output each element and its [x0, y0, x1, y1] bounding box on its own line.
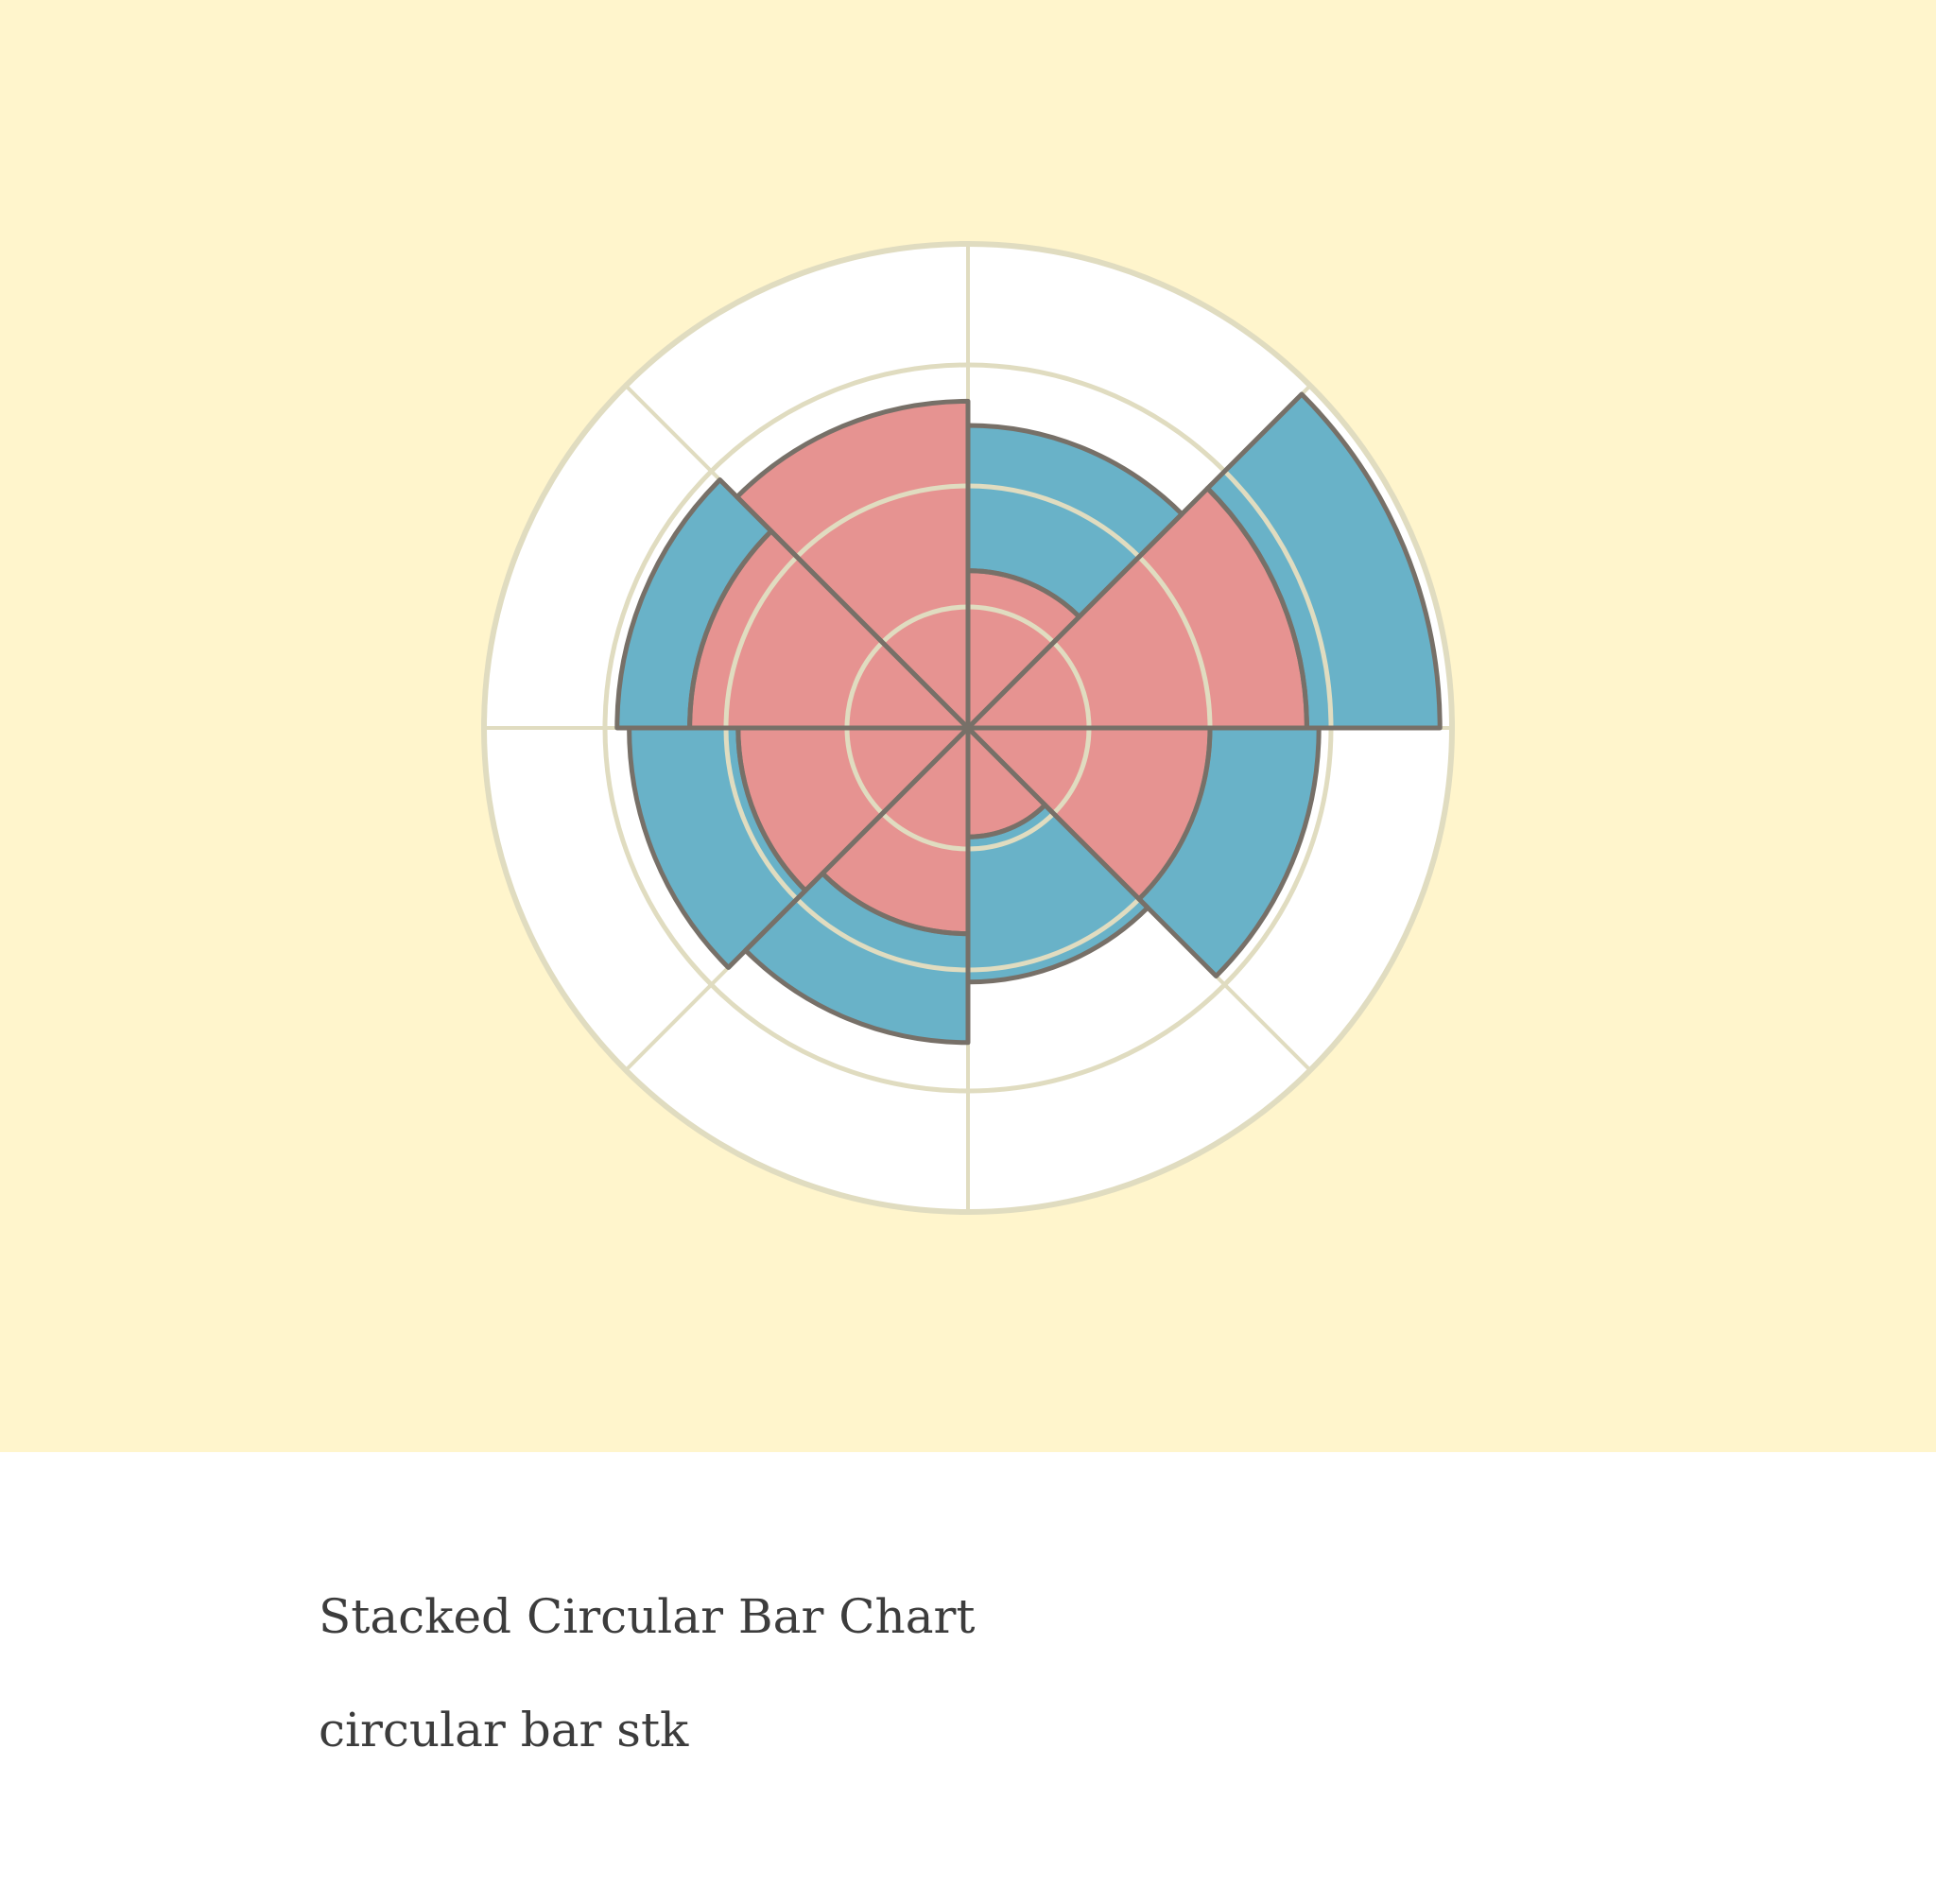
card-caption: Stacked Circular Bar Chart circular bar … — [319, 1588, 976, 1758]
bar-outline — [735, 398, 971, 731]
bar-segment — [736, 401, 968, 728]
bar-outline — [1204, 391, 1443, 731]
bar-outline — [743, 871, 971, 1046]
bar-segment — [968, 488, 1307, 728]
bar-segment — [822, 728, 968, 934]
bar-segment — [1139, 728, 1320, 977]
bar-outline — [965, 423, 1184, 619]
bar-outline — [965, 802, 1150, 985]
bar-outline — [1136, 725, 1322, 978]
bar-outline — [614, 477, 774, 731]
stacked-circular-bar-chart — [481, 241, 1455, 1215]
bar-outline — [627, 725, 808, 970]
bar-segment — [616, 479, 771, 728]
bar-segment — [968, 805, 1149, 982]
bar-segment — [737, 728, 968, 891]
bar-segment — [968, 728, 1210, 900]
bar-segment — [629, 728, 806, 968]
chart-preview-area — [0, 0, 1936, 1452]
card-title: Stacked Circular Bar Chart — [319, 1589, 976, 1644]
bar-segment — [1207, 394, 1441, 728]
bar-segment — [745, 873, 968, 1043]
card-subtitle: circular bar stk — [319, 1703, 689, 1757]
bar-segment — [689, 530, 968, 728]
bar-segment — [968, 728, 1046, 838]
